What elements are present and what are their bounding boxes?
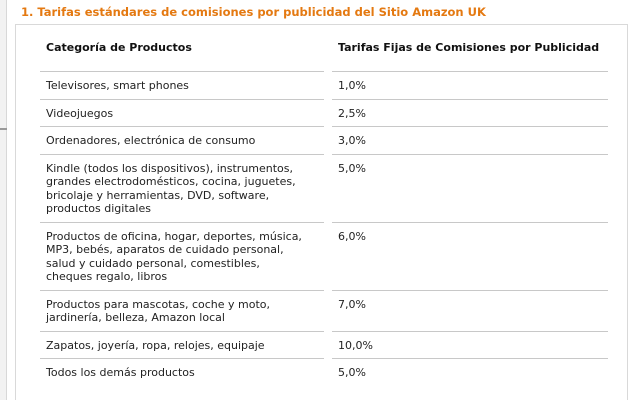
column-gap — [324, 290, 332, 331]
table-body: Televisores, smart phones 1,0% Videojueg… — [40, 71, 608, 386]
column-gap — [324, 99, 332, 127]
column-gap — [324, 359, 332, 386]
header-rate: Tarifas Fijas de Comisiones por Publicid… — [332, 38, 608, 72]
table-header-row: Categoría de Productos Tarifas Fijas de … — [40, 38, 608, 72]
column-gap — [324, 72, 332, 100]
header-category: Categoría de Productos — [40, 38, 324, 72]
rate-cell: 5,0% — [338, 366, 366, 379]
table-row: Televisores, smart phones 1,0% — [40, 71, 608, 100]
column-gap — [324, 127, 332, 155]
category-cell: Zapatos, joyería, ropa, relojes, equipaj… — [40, 331, 324, 359]
category-cell: Todos los demás productos — [46, 366, 195, 379]
window-left-edge — [0, 0, 7, 400]
table-row: Productos para mascotas, coche y moto, j… — [40, 290, 608, 332]
rate-cell: 6,0% — [332, 222, 608, 291]
category-cell: Videojuegos — [40, 99, 324, 127]
rate-cell: 2,5% — [332, 99, 608, 127]
rate-cell: 7,0% — [332, 290, 608, 332]
table-row: Productos de oficina, hogar, deportes, m… — [40, 222, 608, 291]
table-row: Kindle (todos los dispositivos), instrum… — [40, 154, 608, 223]
column-gap — [324, 331, 332, 359]
table-row: Zapatos, joyería, ropa, relojes, equipaj… — [40, 331, 608, 359]
table-row: Todos los demás productos 5,0% — [40, 359, 608, 386]
category-cell: Kindle (todos los dispositivos), instrum… — [40, 154, 324, 223]
column-gap — [324, 38, 332, 72]
rate-cell: 1,0% — [332, 71, 608, 100]
section-title: 1. Tarifas estándares de comisiones por … — [21, 5, 486, 19]
rate-cell: 3,0% — [332, 126, 608, 155]
rate-cell: 10,0% — [332, 331, 608, 359]
category-cell: Ordenadores, electrónica de consumo — [40, 126, 324, 155]
rate-cell: 5,0% — [332, 154, 608, 223]
scroll-marker — [0, 128, 7, 130]
category-cell: Televisores, smart phones — [40, 71, 324, 100]
column-gap — [324, 222, 332, 290]
column-gap — [324, 154, 332, 222]
content-box — [15, 24, 628, 400]
category-cell: Productos de oficina, hogar, deportes, m… — [40, 222, 324, 291]
table-row: Ordenadores, electrónica de consumo 3,0% — [40, 126, 608, 155]
category-cell: Productos para mascotas, coche y moto, j… — [40, 290, 324, 332]
commission-rates-table: Categoría de Productos Tarifas Fijas de … — [40, 38, 608, 386]
table-row: Videojuegos 2,5% — [40, 99, 608, 127]
